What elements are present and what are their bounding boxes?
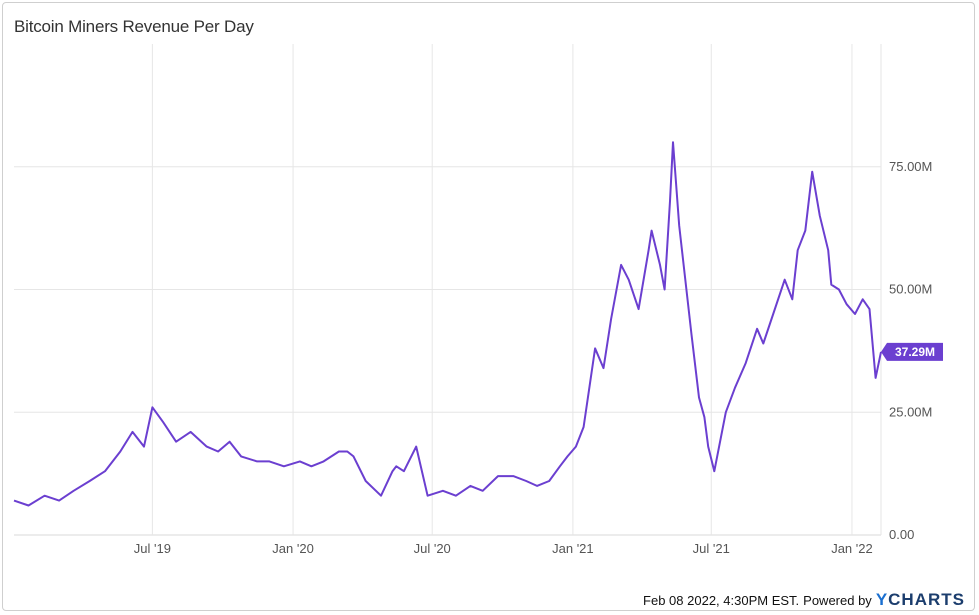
tick-layer: 0.00 25.00M 50.00M 75.00M Jul '19 Jan '20 Jul …	[134, 159, 933, 556]
x-tick-label: Jan '21	[552, 541, 594, 556]
x-tick-label: Jan '22	[831, 541, 873, 556]
chart-title: Bitcoin Miners Revenue Per Day	[14, 17, 254, 36]
footer-timestamp: Feb 08 2022, 4:30PM EST.	[643, 592, 800, 608]
y-tick-label: 25.00M	[889, 404, 932, 419]
ycharts-logo[interactable]: YCHARTS	[876, 590, 965, 610]
footer-powered-by: Powered by	[803, 592, 872, 608]
ycharts-logo-y: Y	[875, 590, 889, 609]
y-tick-label: 50.00M	[889, 282, 932, 297]
grid-layer	[14, 44, 882, 536]
series-layer	[13, 141, 882, 507]
footer: Feb 08 2022, 4:30PM EST. Powered by YCHA…	[643, 590, 965, 610]
ycharts-logo-rest: CHARTS	[888, 590, 965, 609]
x-tick-label: Jul '20	[414, 541, 451, 556]
x-tick-label: Jan '20	[272, 541, 314, 556]
y-tick-label: 75.00M	[889, 159, 932, 174]
x-tick-label: Jul '21	[693, 541, 730, 556]
y-tick-label: 0.00	[889, 527, 914, 542]
x-tick-label: Jul '19	[134, 541, 171, 556]
last-value-badge-layer: 37.29M	[881, 342, 943, 361]
last-value-badge	[881, 342, 943, 361]
series-line	[13, 141, 882, 507]
last-value-label: 37.29M	[895, 345, 935, 359]
